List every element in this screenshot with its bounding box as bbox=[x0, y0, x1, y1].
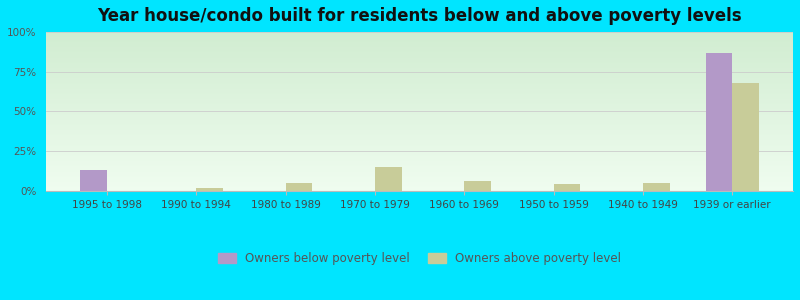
Bar bbox=[375, 167, 402, 191]
Bar bbox=[732, 83, 759, 191]
Legend: Owners below poverty level, Owners above poverty level: Owners below poverty level, Owners above… bbox=[214, 248, 626, 270]
Bar bbox=[286, 183, 313, 191]
Bar bbox=[80, 170, 107, 191]
Bar bbox=[706, 53, 732, 191]
Bar bbox=[196, 188, 223, 191]
Title: Year house/condo built for residents below and above poverty levels: Year house/condo built for residents bel… bbox=[98, 7, 742, 25]
Bar bbox=[643, 183, 670, 191]
Bar bbox=[464, 181, 491, 191]
Bar bbox=[554, 184, 581, 191]
